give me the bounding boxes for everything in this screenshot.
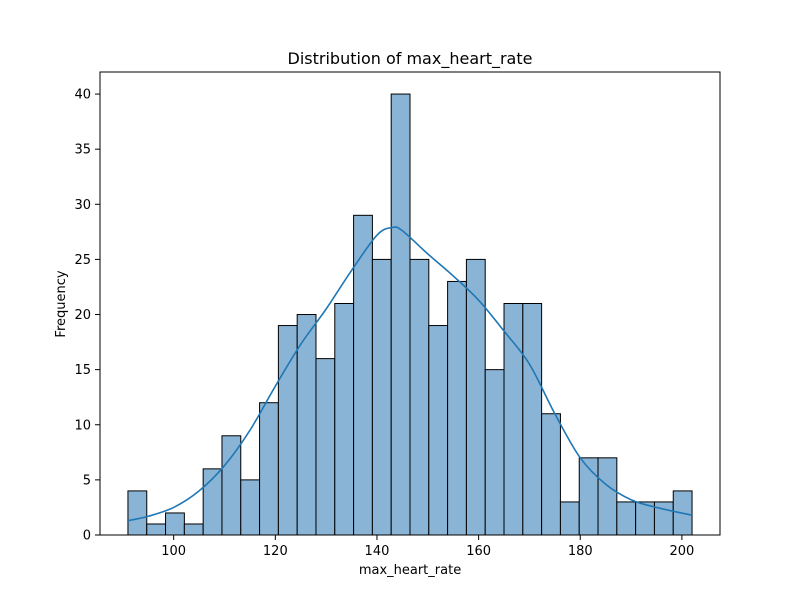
histogram-bar: [597, 457, 618, 536]
histogram-bar: [390, 93, 411, 536]
y-axis-ticks: 0 5 10 15 20 25 30 35 40: [74, 88, 100, 544]
histogram-bar: [183, 523, 204, 536]
chart-title: Distribution of max_heart_rate: [288, 49, 533, 69]
y-axis-label: Frequency: [54, 270, 69, 337]
histogram-bar: [465, 258, 486, 536]
histogram-bar: [146, 523, 167, 536]
y-tick-label: 40: [74, 88, 91, 103]
y-tick-label: 25: [74, 253, 91, 268]
histogram-bar: [315, 358, 336, 536]
histogram-bar: [578, 457, 599, 536]
y-tick-label: 20: [74, 308, 91, 323]
y-tick-label: 30: [74, 198, 91, 213]
histogram-bar: [522, 303, 543, 536]
y-tick-label: 35: [74, 143, 91, 158]
histogram-bar: [503, 303, 524, 536]
x-axis-ticks: 100 120 140 160 180 200: [161, 535, 694, 559]
histogram-bar: [616, 501, 637, 536]
x-tick-label: 180: [568, 544, 593, 559]
x-axis-label: max_heart_rate: [359, 563, 461, 578]
x-tick-label: 200: [669, 544, 694, 559]
histogram-bar: [296, 314, 317, 536]
histogram-bar: [277, 325, 298, 536]
histogram-bar: [127, 490, 148, 536]
histogram-bar: [371, 258, 392, 536]
histogram-bar: [221, 435, 242, 536]
histogram-bar: [559, 501, 580, 536]
x-tick-label: 160: [466, 544, 491, 559]
histogram-bar: [428, 325, 449, 536]
bars-layer: [127, 93, 693, 536]
x-tick-label: 120: [263, 544, 288, 559]
histogram-bar: [259, 402, 279, 536]
histogram-bar: [447, 280, 467, 536]
histogram-bar: [334, 303, 355, 536]
x-tick-label: 100: [161, 544, 186, 559]
histogram-bar: [484, 369, 505, 536]
y-tick-label: 5: [83, 473, 91, 488]
kde-line: [127, 226, 693, 522]
histogram-bar: [409, 258, 430, 536]
kde-layer: [127, 226, 693, 522]
histogram-bar: [240, 479, 261, 536]
y-tick-label: 10: [74, 418, 91, 433]
y-tick-label: 0: [83, 529, 91, 544]
histogram-bar: [165, 512, 185, 536]
histogram-bar: [541, 413, 561, 536]
x-tick-label: 140: [365, 544, 390, 559]
plot-frame: [99, 71, 721, 536]
y-tick-label: 15: [74, 363, 91, 378]
